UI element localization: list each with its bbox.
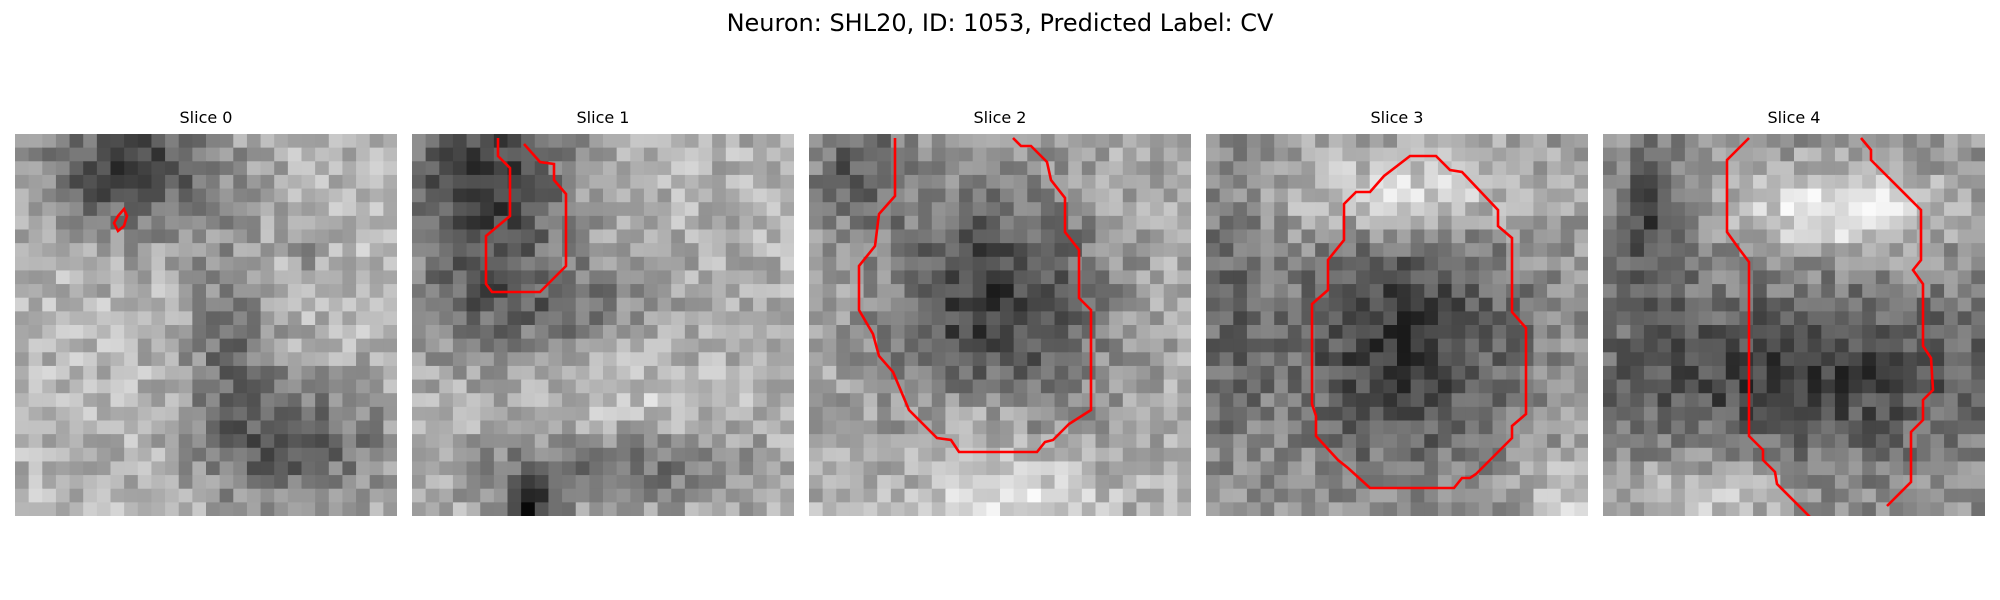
- em-image-4: [1603, 134, 1985, 516]
- em-image-3: [1206, 134, 1588, 516]
- slice-image-3: [1206, 134, 1588, 516]
- em-image-0: [15, 134, 397, 516]
- slice-panel-0: Slice 0: [15, 108, 397, 516]
- slice-image-1: [412, 134, 794, 516]
- slice-title-1: Slice 1: [576, 108, 630, 127]
- slice-image-0: [15, 134, 397, 516]
- slice-title-3: Slice 3: [1370, 108, 1424, 127]
- em-image-2: [809, 134, 1191, 516]
- slice-panel-2: Slice 2: [809, 108, 1191, 516]
- segmentation-contour-1: [484, 138, 568, 294]
- slice-panel-1: Slice 1: [412, 108, 794, 516]
- figure-title: Neuron: SHL20, ID: 1053, Predicted Label…: [726, 9, 1274, 37]
- segmentation-contour-3: [1310, 154, 1528, 490]
- slice-title-4: Slice 4: [1767, 108, 1821, 127]
- em-image-1: [412, 134, 794, 516]
- segmentation-contour-4b: [1860, 137, 1935, 507]
- segmentation-contour-0: [112, 206, 129, 234]
- slice-image-2: [809, 134, 1191, 516]
- slice-title-0: Slice 0: [179, 108, 233, 127]
- segmentation-contour-4: [1725, 137, 1811, 516]
- slice-image-4: [1603, 134, 1985, 516]
- slice-panel-4: Slice 4: [1603, 108, 1985, 516]
- segmentation-contour-2: [857, 137, 1093, 454]
- slice-title-2: Slice 2: [973, 108, 1027, 127]
- slice-panel-3: Slice 3: [1206, 108, 1588, 516]
